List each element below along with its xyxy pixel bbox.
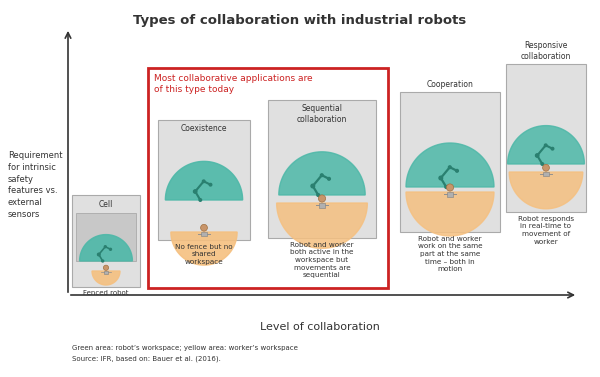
Bar [104,271,108,274]
Circle shape [202,180,205,182]
Bar [268,100,376,238]
Bar [544,172,548,176]
Polygon shape [92,271,120,285]
Circle shape [319,195,326,202]
Text: Cooperation: Cooperation [427,80,473,89]
Polygon shape [277,203,367,248]
Circle shape [200,224,208,231]
Circle shape [445,185,448,188]
Bar [158,120,250,240]
Bar [202,232,206,236]
Text: Green area: robot’s workspace; yellow area: worker’s workspace: Green area: robot’s workspace; yellow ar… [72,345,298,351]
Text: No fence but no
shared
workspace: No fence but no shared workspace [175,244,233,265]
Circle shape [104,246,106,248]
Circle shape [317,194,320,196]
Circle shape [455,169,458,172]
Circle shape [209,184,212,186]
Circle shape [199,199,202,201]
Circle shape [193,190,197,193]
Polygon shape [171,232,237,265]
Polygon shape [406,143,494,187]
Circle shape [328,178,331,180]
Text: Most collaborative applications are
of this type today: Most collaborative applications are of t… [154,74,313,94]
Circle shape [97,253,100,256]
Text: Robot responds
in real-time to
movement of
worker: Robot responds in real-time to movement … [518,216,574,245]
Bar [148,68,388,288]
Text: Fenced robot: Fenced robot [83,290,129,296]
Bar [400,92,500,232]
Polygon shape [406,192,494,236]
Text: Responsive
collaboration: Responsive collaboration [521,41,571,61]
Bar [319,203,325,207]
Circle shape [544,144,547,147]
Circle shape [551,147,554,150]
Bar [72,195,140,287]
Circle shape [439,176,443,180]
Circle shape [541,163,544,165]
Polygon shape [166,161,242,200]
Circle shape [103,265,109,270]
Circle shape [536,154,539,157]
Polygon shape [508,126,584,164]
Circle shape [311,184,314,188]
Text: Coexistence: Coexistence [181,124,227,133]
Polygon shape [80,234,133,261]
Polygon shape [509,172,583,209]
Polygon shape [279,152,365,195]
Circle shape [446,184,454,191]
Text: Sequential
collaboration: Sequential collaboration [297,104,347,124]
Text: Types of collaboration with industrial robots: Types of collaboration with industrial r… [133,14,467,27]
Text: Level of collaboration: Level of collaboration [260,322,380,332]
Circle shape [320,174,323,176]
Circle shape [448,166,451,169]
Text: Robot and worker
both active in the
workspace but
movements are
sequential: Robot and worker both active in the work… [290,242,354,278]
Bar [76,213,136,261]
Bar [448,192,453,196]
Circle shape [542,164,550,171]
Circle shape [110,248,112,250]
Text: Source: IFR, based on: Bauer et al. (2016).: Source: IFR, based on: Bauer et al. (201… [72,355,221,362]
Text: Robot and worker
work on the same
part at the same
time – both in
motion: Robot and worker work on the same part a… [418,236,482,272]
Bar [506,64,586,212]
Text: Cell: Cell [99,200,113,209]
Text: Requirement
for intrinsic
safety
features vs.
external
sensors: Requirement for intrinsic safety feature… [8,151,62,219]
Circle shape [102,260,104,262]
